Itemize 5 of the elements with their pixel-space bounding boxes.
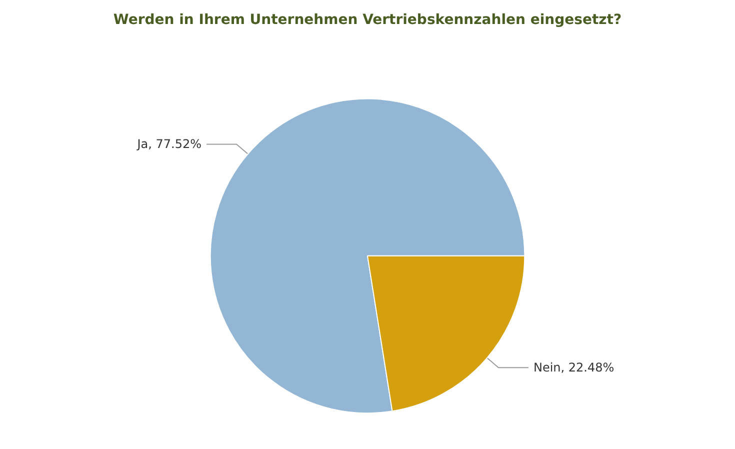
data-label: , 77.52% xyxy=(148,137,202,152)
chart-title: Werden in Ihrem Unternehmen Vertriebskennzahlen eingesetzt? xyxy=(113,12,622,28)
slice-label: Nein xyxy=(533,360,561,375)
data-label: , 22.48% xyxy=(560,360,614,375)
slice-label: Ja xyxy=(136,137,148,152)
